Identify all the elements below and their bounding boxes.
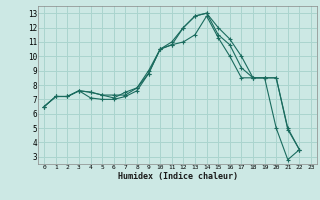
- X-axis label: Humidex (Indice chaleur): Humidex (Indice chaleur): [118, 172, 238, 181]
